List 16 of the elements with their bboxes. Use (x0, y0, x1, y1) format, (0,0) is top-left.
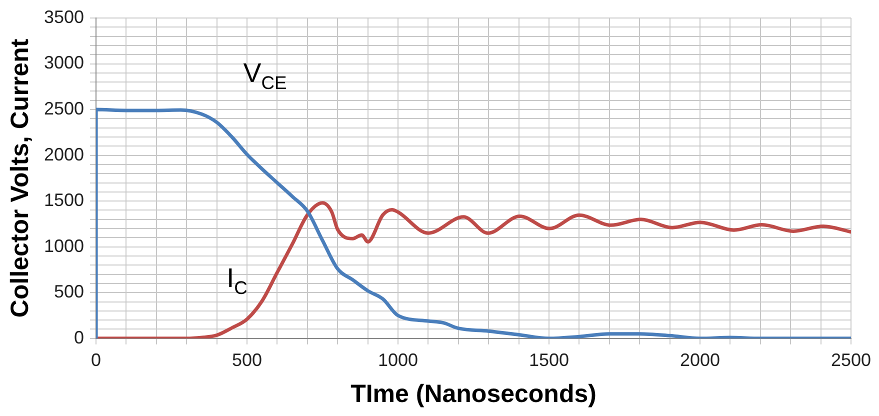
y-tick-label: 1000 (44, 236, 84, 256)
y-tick-label: 1500 (44, 190, 84, 210)
y-tick-label: 500 (54, 282, 84, 302)
y-tick-label: 0 (74, 327, 84, 348)
x-tick-label: 0 (91, 350, 102, 370)
x-tick-label: 1000 (378, 350, 418, 370)
y-tick-label: 2500 (44, 98, 84, 119)
y-tick-label: 3000 (44, 52, 84, 73)
x-tick-label: 1500 (528, 350, 570, 370)
y-tick-label: 2000 (44, 144, 84, 164)
y-axis-title: Collector Volts, Current (6, 38, 34, 318)
y-tick-label: 3500 (44, 6, 84, 27)
x-tick-label: 500 (232, 350, 262, 370)
x-axis-title: TIme (Nanoseconds) (350, 380, 596, 408)
x-tick-label: 2500 (830, 350, 872, 370)
x-tick-label: 2000 (680, 350, 720, 370)
